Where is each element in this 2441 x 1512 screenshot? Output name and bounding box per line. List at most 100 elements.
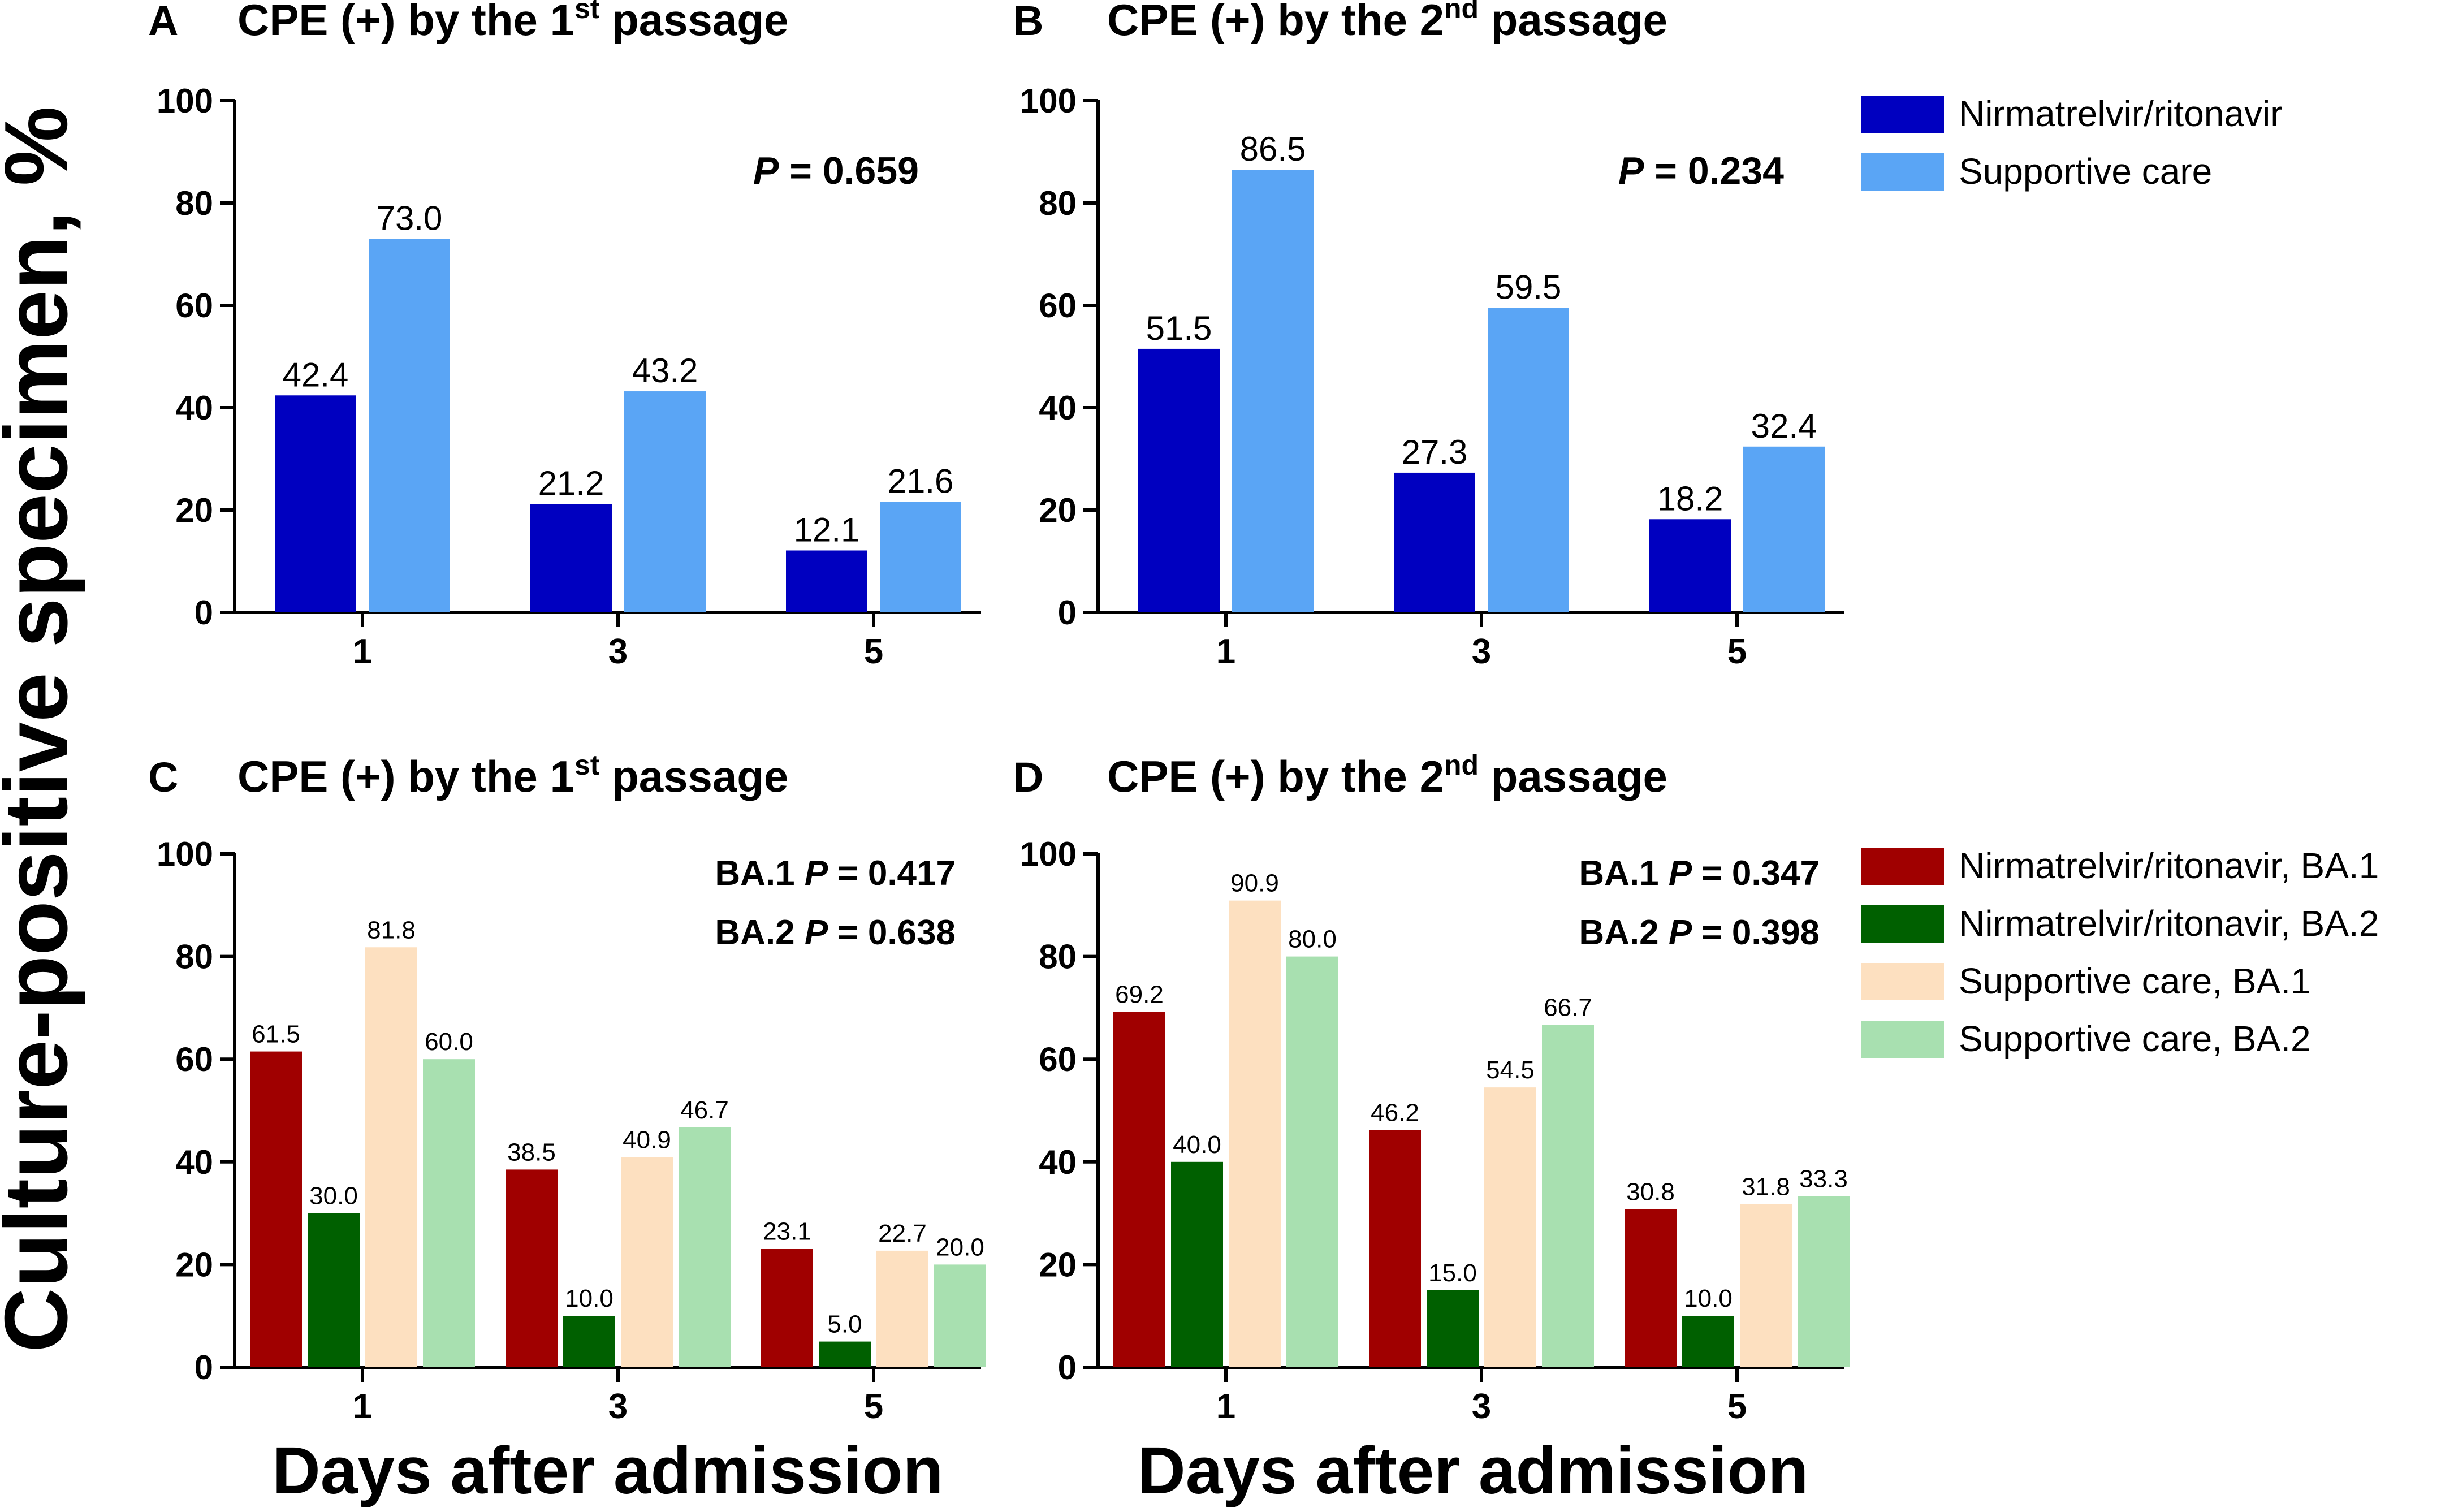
annotation-prefix: BA.1 xyxy=(715,854,804,893)
bar xyxy=(1740,1204,1792,1367)
bar xyxy=(1369,1130,1421,1367)
y-tick-label: 20 xyxy=(1039,1246,1077,1284)
legend-label: Nirmatrelvir/ritonavir, BA.2 xyxy=(1959,903,2379,944)
p-value-annotation: P = 0.234 xyxy=(1618,149,1784,192)
annotation-value: = 0.659 xyxy=(779,149,919,192)
y-tick-label: 40 xyxy=(1039,389,1077,427)
bar-data-label: 18.2 xyxy=(1657,479,1723,517)
panel-title-d: CPE (+) by the 2nd passage xyxy=(1107,749,1667,801)
bar-data-label: 30.8 xyxy=(1626,1178,1675,1206)
bar xyxy=(506,1169,558,1367)
y-tick-label: 60 xyxy=(1039,1040,1077,1078)
bar xyxy=(308,1213,360,1367)
y-tick-label: 0 xyxy=(195,594,213,632)
bar-data-label: 22.7 xyxy=(878,1220,927,1247)
x-tick-label: 1 xyxy=(353,632,372,671)
bar-data-label: 81.8 xyxy=(367,916,416,944)
bar-data-label: 32.4 xyxy=(1751,407,1817,445)
bar xyxy=(876,1250,928,1367)
legend-top: Nirmatrelvir/ritonavir Supportive care xyxy=(1861,93,2283,192)
bar-data-label: 15.0 xyxy=(1428,1259,1477,1287)
annotation-prefix: BA.1 xyxy=(1579,854,1668,893)
y-tick-label: 40 xyxy=(175,1143,213,1181)
x-tick-label: 3 xyxy=(1472,632,1491,671)
bar-data-label: 51.5 xyxy=(1146,309,1212,347)
bar-data-label: 86.5 xyxy=(1240,130,1306,168)
panel-b: B CPE (+) by the 2nd passage 0 20 40 60 80 100 1… xyxy=(1013,0,1844,671)
y-tick-label: 80 xyxy=(175,184,213,222)
bar-data-label: 90.9 xyxy=(1230,870,1279,897)
bar-data-label: 66.7 xyxy=(1544,993,1592,1021)
annotation-prefix: BA.2 xyxy=(715,913,804,952)
bar-data-label: 21.6 xyxy=(888,463,954,500)
panel-a: A CPE (+) by the 1st passage 0 20 40 60 80 100 1… xyxy=(148,0,981,671)
panel-d: D CPE (+) by the 2nd passage 0 20 40 60 80 100 1… xyxy=(1013,749,1850,1426)
y-tick-label: 20 xyxy=(175,491,213,529)
bar-data-label: 33.3 xyxy=(1799,1165,1848,1193)
title-main-d: CPE (+) by the 2 xyxy=(1107,751,1444,801)
legend-label: Nirmatrelvir/ritonavir xyxy=(1959,93,2283,134)
bar xyxy=(1484,1087,1536,1367)
annotation-p-symbol: P xyxy=(1669,854,1692,893)
title-rest-c: passage xyxy=(599,751,788,801)
legend-label: Supportive care, BA.1 xyxy=(1959,961,2311,1001)
bar-data-label: 46.7 xyxy=(680,1096,729,1124)
bar-data-label: 5.0 xyxy=(827,1311,862,1338)
bar xyxy=(621,1157,673,1367)
bar xyxy=(250,1051,302,1367)
y-tick-label: 60 xyxy=(175,1040,213,1078)
bar xyxy=(1138,348,1220,612)
y-tick-label: 40 xyxy=(1039,1143,1077,1181)
annotation-value: = 0.234 xyxy=(1644,149,1784,192)
bar xyxy=(624,391,706,612)
x-tick-label: 5 xyxy=(864,632,883,671)
annotation-p-symbol: P xyxy=(753,149,779,192)
y-tick-label: 0 xyxy=(1058,594,1077,632)
bar xyxy=(934,1264,986,1367)
annotation-value: = 0.347 xyxy=(1692,854,1820,893)
x-tick-label: 5 xyxy=(1727,1387,1747,1426)
annotation-p-symbol: P xyxy=(1618,149,1644,192)
legend-swatch xyxy=(1861,905,1944,943)
shared-y-axis-label: Culture-positive specimen, % xyxy=(0,106,86,1353)
bar-data-label: 23.1 xyxy=(763,1217,811,1245)
bar-data-label: 42.4 xyxy=(283,356,349,394)
bar xyxy=(1542,1025,1594,1367)
p-value-annotation: BA.1 P = 0.347 xyxy=(1579,854,1820,893)
bar xyxy=(880,502,961,612)
annotation-p-symbol: P xyxy=(1669,913,1692,952)
x-tick-label: 1 xyxy=(353,1387,372,1426)
bar-data-label: 43.2 xyxy=(632,352,698,390)
bar xyxy=(1743,446,1825,612)
bar-data-label: 61.5 xyxy=(252,1021,300,1048)
y-tick-label: 100 xyxy=(157,835,213,873)
bar xyxy=(365,947,417,1367)
title-superscript-d: nd xyxy=(1444,749,1479,781)
bar-data-label: 40.9 xyxy=(623,1126,671,1154)
bar-data-label: 40.0 xyxy=(1173,1131,1221,1159)
annotation-value: = 0.638 xyxy=(828,913,956,952)
legend-swatch xyxy=(1861,153,1944,191)
p-value-annotation: BA.2 P = 0.398 xyxy=(1579,913,1820,952)
legend-swatch xyxy=(1861,963,1944,1000)
bar-data-label: 20.0 xyxy=(936,1233,984,1261)
panel-title-b: CPE (+) by the 2nd passage xyxy=(1107,0,1667,45)
x-tick-label: 3 xyxy=(608,1387,628,1426)
annotation-value: = 0.417 xyxy=(828,854,956,893)
annotation-prefix: BA.2 xyxy=(1579,913,1668,952)
annotation-p-symbol: P xyxy=(805,913,828,952)
bar xyxy=(1625,1209,1677,1367)
x-tick-label: 1 xyxy=(1216,1387,1235,1426)
bar xyxy=(1232,170,1314,612)
y-tick-label: 20 xyxy=(1039,491,1077,529)
bar xyxy=(761,1249,813,1367)
legend-label: Supportive care, BA.2 xyxy=(1959,1018,2311,1059)
legend-label: Supportive care xyxy=(1959,151,2212,192)
bar xyxy=(679,1127,731,1367)
bar xyxy=(786,550,867,612)
x-tick-label: 3 xyxy=(1472,1387,1491,1426)
bar-data-label: 46.2 xyxy=(1371,1099,1419,1127)
panel-title-c: CPE (+) by the 1st passage xyxy=(237,749,788,801)
annotation-p-symbol: P xyxy=(805,854,828,893)
bar xyxy=(1286,956,1338,1367)
